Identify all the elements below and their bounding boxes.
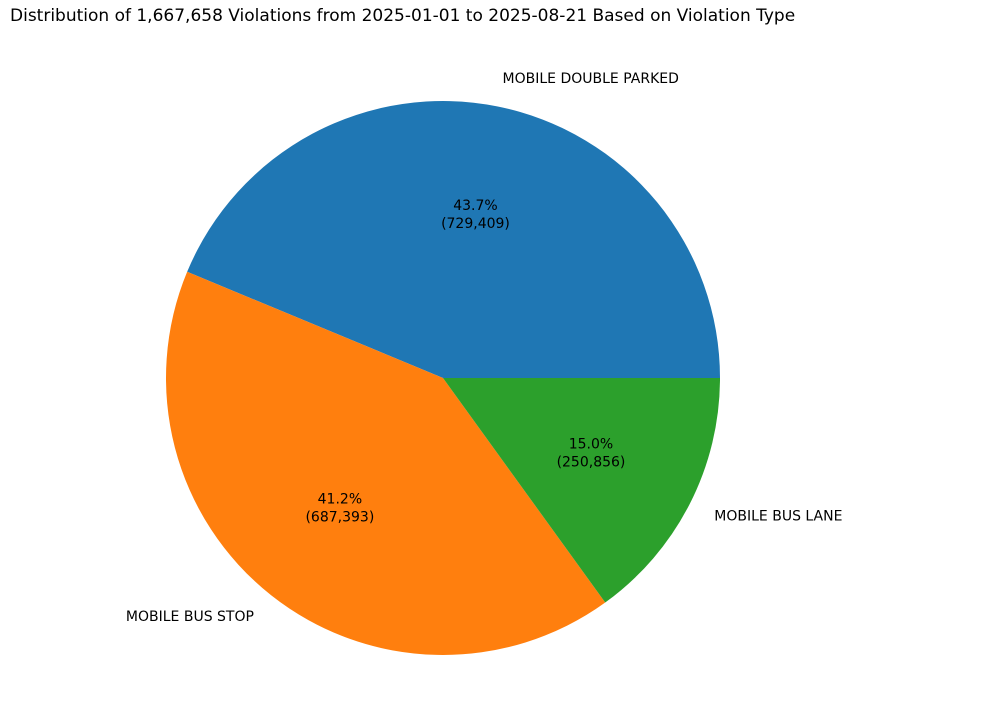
percent-label-mobile-bus-lane: 15.0% (569, 437, 613, 453)
value-label-mobile-double-parked: (729,409) (441, 216, 510, 232)
percent-label-mobile-double-parked: 43.7% (453, 198, 497, 214)
value-label-mobile-bus-stop: (687,393) (305, 509, 374, 525)
slice-label-mobile-bus-stop: MOBILE BUS STOP (126, 609, 254, 625)
value-label-mobile-bus-lane: (250,856) (557, 455, 626, 471)
slice-label-mobile-double-parked: MOBILE DOUBLE PARKED (503, 71, 679, 87)
slice-label-mobile-bus-lane: MOBILE BUS LANE (714, 509, 842, 525)
pie-slice-mobile-double-parked (187, 101, 720, 378)
chart-title: Distribution of 1,667,658 Violations fro… (10, 6, 796, 26)
percent-label-mobile-bus-stop: 41.2% (318, 491, 362, 507)
pie-slice-mobile-bus-stop (166, 271, 606, 656)
pie-slice-mobile-bus-lane (443, 378, 720, 603)
